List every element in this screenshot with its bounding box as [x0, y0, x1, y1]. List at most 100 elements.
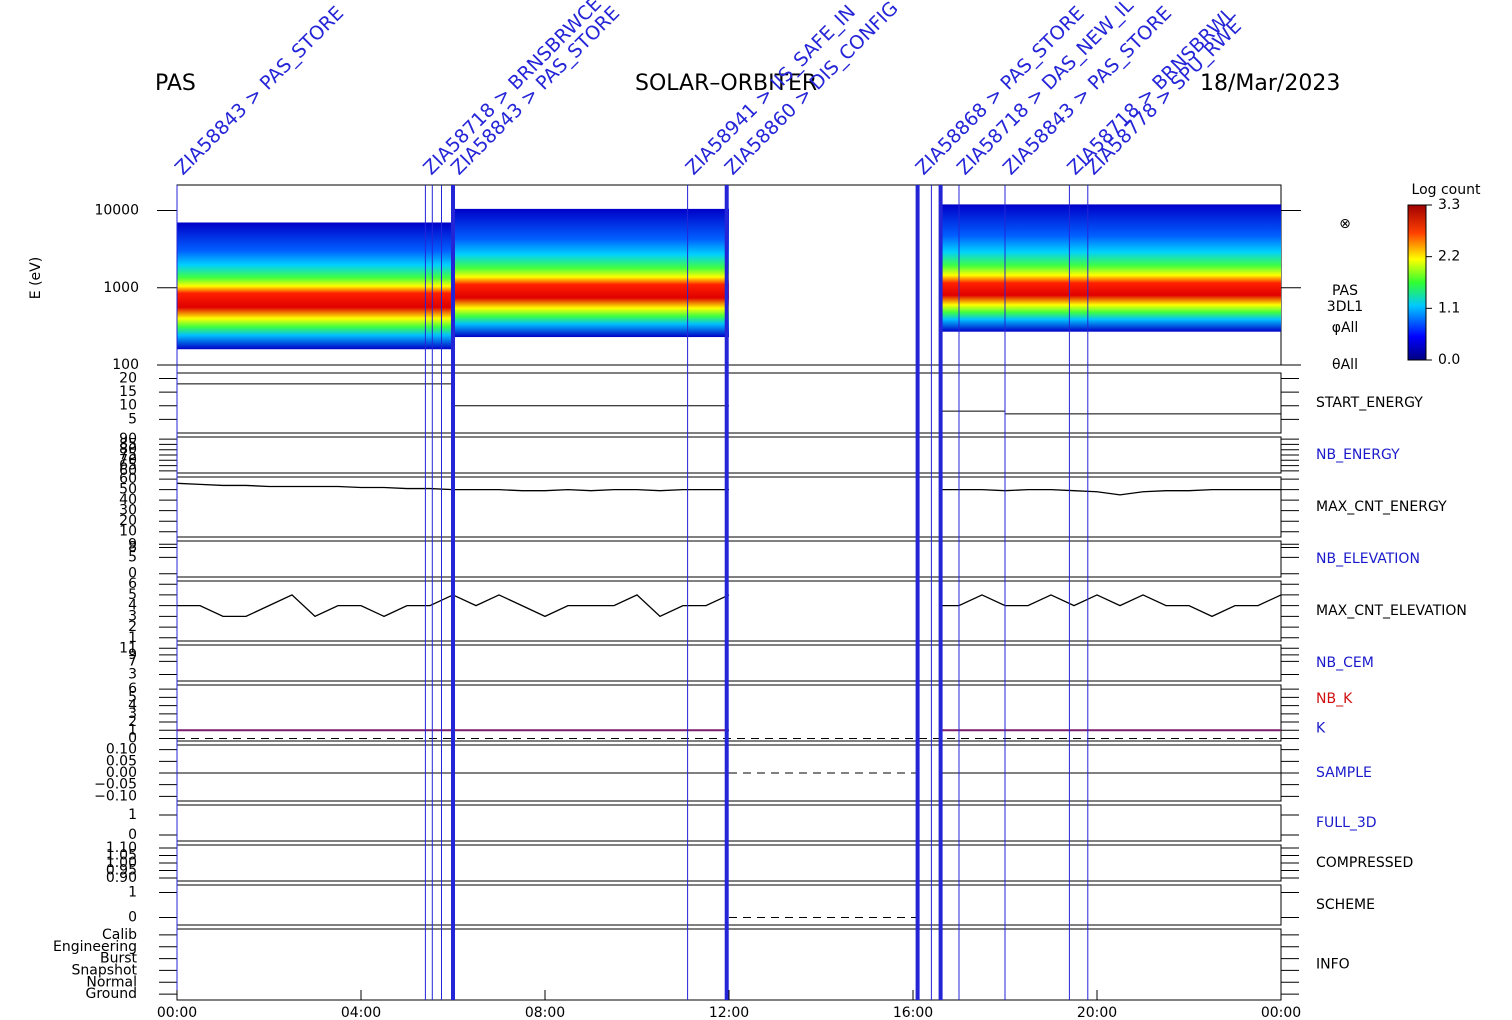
- event-label: ZIA58843 > PAS_STORE: [171, 2, 348, 179]
- y-tick-label: 8: [128, 540, 137, 556]
- y-axis-label: E (eV): [28, 257, 44, 299]
- y-tick-label: 30: [119, 503, 137, 519]
- y-tick-label: 1000: [103, 280, 139, 296]
- y-tick-label: 2: [128, 619, 137, 635]
- x-tick-label: 00:00: [1261, 1005, 1301, 1020]
- panel-frame: [176, 844, 1282, 882]
- panel-frame: [176, 644, 1282, 682]
- data-line: [176, 482, 1281, 496]
- y-tick-label: −0.10: [94, 788, 137, 804]
- y-tick-label: Snapshot: [72, 962, 138, 978]
- y-tick-label: 9: [128, 647, 137, 663]
- y-tick-label: 75: [119, 447, 137, 463]
- y-tick-label: 0: [128, 731, 137, 747]
- y-tick-label: 70: [119, 452, 137, 468]
- panel-label: PAS: [1332, 283, 1358, 299]
- panel-label: 3DL1: [1327, 299, 1363, 315]
- y-tick-label: 0.10: [106, 742, 137, 758]
- panel-label: NB_ELEVATION: [1316, 551, 1420, 567]
- y-tick-label: 4: [128, 598, 137, 614]
- panel-frame: [176, 476, 1282, 538]
- title-center: SOLAR–ORBITER: [635, 71, 817, 96]
- event-label: ZIA58868 > PAS_STORE: [911, 2, 1088, 179]
- panel-frame: [176, 372, 1282, 434]
- y-tick-label: 100: [112, 357, 139, 373]
- y-tick-label: Engineering: [53, 939, 137, 955]
- y-tick-label: 0.05: [106, 753, 137, 769]
- y-tick-label: 4: [128, 698, 137, 714]
- panel-frame: [176, 684, 1282, 742]
- y-tick-label: 65: [119, 458, 137, 474]
- y-tick-label: 2: [128, 714, 137, 730]
- spectrogram-band: [453, 208, 729, 338]
- x-tick-label: 08:00: [525, 1005, 565, 1020]
- y-tick-label: 3: [128, 608, 137, 624]
- panel-frame: [176, 804, 1282, 842]
- y-tick-label: 20: [119, 513, 137, 529]
- panel-label: NB_K: [1316, 691, 1353, 707]
- y-tick-label: 10: [119, 398, 137, 414]
- event-label: ZIA58718 > BRNSBRWCE: [419, 0, 606, 179]
- colorbar-tick-label: 3.3: [1438, 197, 1460, 213]
- spectrogram-band: [177, 222, 453, 350]
- panel-label: φAll: [1332, 320, 1359, 336]
- panel-label: START_ENERGY: [1316, 395, 1423, 411]
- y-tick-label: Ground: [86, 986, 138, 1002]
- y-tick-label: Calib: [102, 927, 137, 943]
- panel-label: INFO: [1316, 957, 1350, 973]
- y-tick-label: 3: [128, 706, 137, 722]
- y-tick-label: 1.00: [106, 855, 137, 871]
- y-tick-label: 6: [128, 681, 137, 697]
- y-tick-label: 0: [128, 566, 137, 582]
- panel-label: MAX_CNT_ELEVATION: [1316, 603, 1467, 619]
- y-tick-label: 90: [119, 431, 137, 447]
- y-tick-label: 50: [119, 482, 137, 498]
- spectrogram-band: [940, 204, 1281, 332]
- colorbar: [1407, 204, 1427, 361]
- y-tick-label: 60: [119, 471, 137, 487]
- x-tick-label: 00:00: [157, 1005, 197, 1020]
- panel-label: NB_CEM: [1316, 655, 1374, 671]
- y-tick-label: 1.05: [106, 848, 137, 864]
- colorbar-tick-label: 1.1: [1438, 300, 1460, 316]
- panel-label: SCHEME: [1316, 897, 1375, 913]
- y-tick-label: 15: [119, 384, 137, 400]
- panel-label: COMPRESSED: [1316, 855, 1413, 871]
- y-tick-label: 1: [128, 722, 137, 738]
- y-tick-label: 10000: [94, 203, 139, 219]
- colorbar-tick-label: 2.2: [1438, 249, 1460, 265]
- y-tick-label: 1.10: [106, 840, 137, 856]
- y-tick-label: Normal: [86, 974, 137, 990]
- y-tick-label: 80: [119, 442, 137, 458]
- y-tick-label: 1: [128, 630, 137, 646]
- panel-label: SAMPLE: [1316, 765, 1372, 781]
- y-tick-label: Burst: [100, 951, 138, 967]
- x-tick-label: 20:00: [1077, 1005, 1117, 1020]
- y-tick-label: 0: [128, 910, 137, 926]
- y-tick-label: 5: [128, 411, 137, 427]
- colorbar-title: Log count: [1412, 182, 1481, 198]
- panel-frame: [176, 928, 1282, 1001]
- colorbar-tick-label: 0.0: [1438, 352, 1460, 368]
- x-tick-label: 16:00: [893, 1005, 933, 1020]
- title-left: PAS: [155, 71, 196, 96]
- event-label: ZIA58843 > PAS_STORE: [447, 2, 624, 179]
- y-tick-label: 60: [119, 463, 137, 479]
- panel-frame: [176, 884, 1282, 926]
- y-tick-label: 5: [128, 549, 137, 565]
- y-tick-label: 40: [119, 492, 137, 508]
- panel-frame: [176, 580, 1282, 642]
- x-tick-label: 12:00: [709, 1005, 749, 1020]
- y-tick-label: 0.90: [106, 870, 137, 886]
- y-tick-label: 0: [128, 827, 137, 843]
- y-tick-label: 5: [128, 689, 137, 705]
- panel-label: FULL_3D: [1316, 815, 1377, 831]
- y-tick-label: 0.95: [106, 863, 137, 879]
- data-line: [177, 594, 1282, 618]
- y-tick-label: 1: [128, 807, 137, 823]
- panel-frame: [176, 540, 1282, 578]
- panel-label: ⊗: [1339, 216, 1351, 232]
- panel-label: NB_ENERGY: [1316, 447, 1400, 463]
- y-tick-label: 85: [119, 436, 137, 452]
